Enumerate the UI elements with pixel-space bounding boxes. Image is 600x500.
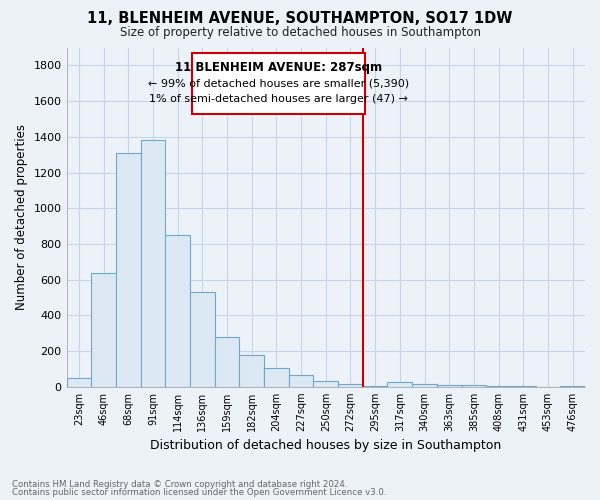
Bar (313, 380, 338, 387)
Text: 11, BLENHEIM AVENUE, SOUTHAMPTON, SO17 1DW: 11, BLENHEIM AVENUE, SOUTHAMPTON, SO17 1… (88, 11, 512, 26)
Bar (388, 382, 412, 387)
Text: ← 99% of detached houses are smaller (5,390): ← 99% of detached houses are smaller (5,… (148, 79, 409, 89)
Text: 1% of semi-detached houses are larger (47) →: 1% of semi-detached houses are larger (4… (149, 94, 409, 104)
Bar (437, 386, 461, 387)
Text: Size of property relative to detached houses in Southampton: Size of property relative to detached ho… (119, 26, 481, 39)
Bar (486, 386, 511, 387)
Bar (165, 235, 190, 387)
Bar (215, 337, 239, 387)
Text: Contains HM Land Registry data © Crown copyright and database right 2024.: Contains HM Land Registry data © Crown c… (12, 480, 347, 489)
Text: Contains public sector information licensed under the Open Government Licence v3: Contains public sector information licen… (12, 488, 386, 497)
Bar (239, 354, 264, 387)
Y-axis label: Number of detached properties: Number of detached properties (15, 124, 28, 310)
Bar (412, 384, 437, 387)
Bar (289, 375, 313, 387)
Bar (190, 292, 215, 387)
Bar (91, 272, 116, 387)
FancyBboxPatch shape (193, 53, 365, 114)
Text: 11 BLENHEIM AVENUE: 287sqm: 11 BLENHEIM AVENUE: 287sqm (175, 61, 382, 74)
Bar (363, 386, 388, 387)
X-axis label: Distribution of detached houses by size in Southampton: Distribution of detached houses by size … (150, 440, 502, 452)
Bar (338, 384, 363, 387)
Bar (67, 378, 91, 387)
Bar (461, 386, 486, 387)
Bar (560, 386, 585, 387)
Bar (116, 153, 140, 387)
Bar (264, 368, 289, 387)
Bar (140, 140, 165, 387)
